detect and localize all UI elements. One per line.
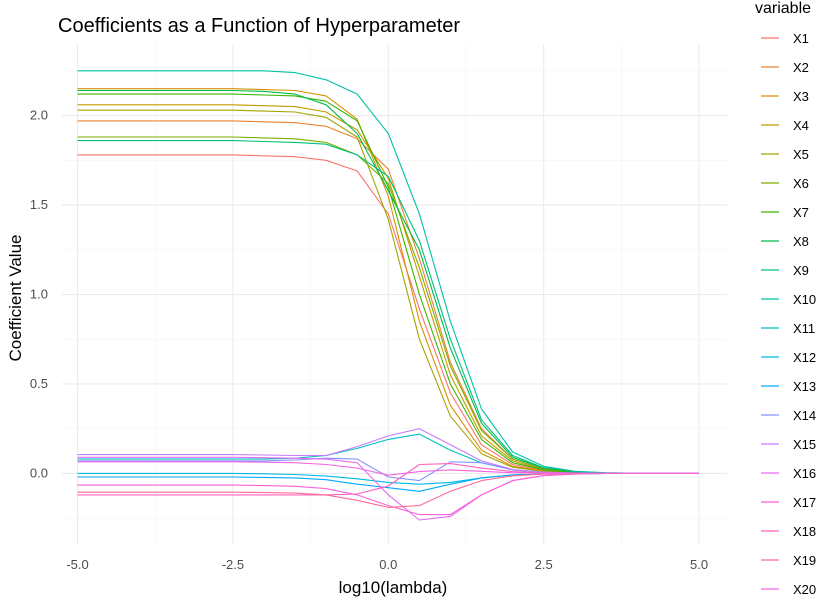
y-tick-label: 1.5 — [30, 197, 48, 212]
legend-label-x12: X12 — [793, 350, 816, 365]
y-tick-label: 1.0 — [30, 287, 48, 302]
legend-title: variable — [755, 0, 811, 17]
legend-label-x19: X19 — [793, 553, 816, 568]
legend-label-x7: X7 — [793, 205, 809, 220]
series-line-x10 — [77, 70, 699, 474]
y-tick-label: 2.0 — [30, 108, 48, 123]
legend-label-x8: X8 — [793, 234, 809, 249]
legend-label-x1: X1 — [793, 31, 809, 46]
legend-label-x5: X5 — [793, 147, 809, 162]
legend-label-x6: X6 — [793, 176, 809, 191]
legend-label-x10: X10 — [793, 292, 816, 307]
legend-label-x4: X4 — [793, 118, 809, 133]
axis-ticks: -5.0 -2.5 0.0 2.5 5.0 0.0 0.5 1.0 1.5 2.0 — [30, 108, 708, 572]
legend-label-x15: X15 — [793, 437, 816, 452]
legend-label-x17: X17 — [793, 495, 816, 510]
y-axis-title: Coefficient Value — [6, 235, 25, 362]
legend-label-x14: X14 — [793, 408, 816, 423]
legend: X1 X2 X3 X4 X5 X6 X7 X8 X9 X10 X11 X12 X13 X14 X15 X16 X… — [761, 31, 816, 597]
legend-label-x11: X11 — [793, 321, 815, 336]
series-lines — [77, 70, 699, 521]
legend-label-x2: X2 — [793, 60, 809, 75]
series-line-x20 — [77, 461, 699, 476]
legend-label-x13: X13 — [793, 379, 816, 394]
legend-label-x16: X16 — [793, 466, 816, 481]
chart-title: Coefficients as a Function of Hyperparam… — [58, 15, 460, 37]
legend-label-x3: X3 — [793, 89, 809, 104]
x-tick-label: 0.0 — [379, 557, 397, 572]
legend-label-x18: X18 — [793, 524, 816, 539]
y-tick-label: 0.0 — [30, 465, 48, 480]
grid — [62, 44, 727, 545]
x-tick-label: 5.0 — [690, 557, 708, 572]
legend-label-x20: X20 — [793, 582, 816, 597]
legend-label-x9: X9 — [793, 263, 809, 278]
x-tick-label: 2.5 — [535, 557, 553, 572]
x-tick-label: -2.5 — [222, 557, 244, 572]
y-tick-label: 0.5 — [30, 376, 48, 391]
x-axis-title: log10(lambda) — [339, 578, 448, 597]
x-tick-label: -5.0 — [66, 557, 88, 572]
